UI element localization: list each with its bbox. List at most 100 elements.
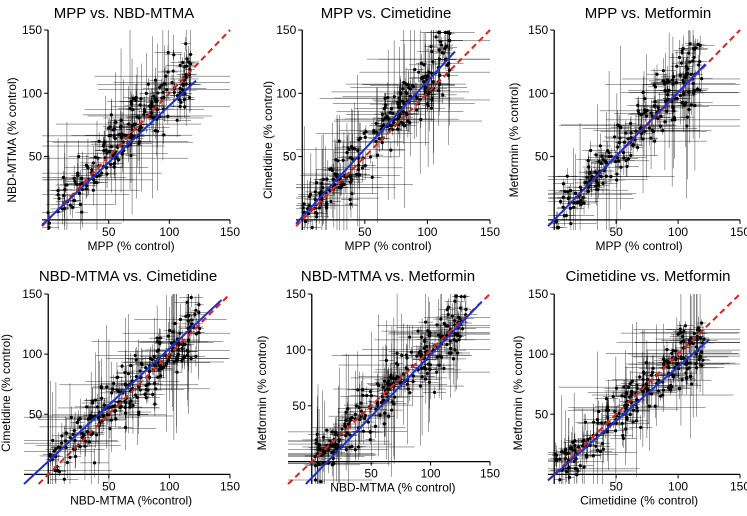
regression-line bbox=[41, 79, 197, 226]
data-point bbox=[613, 159, 618, 164]
panel-title: MPP vs. NBD-MTMA bbox=[54, 5, 195, 22]
data-point bbox=[666, 386, 671, 390]
x-tick-label: 100 bbox=[417, 225, 437, 239]
data-point bbox=[611, 394, 615, 399]
data-point bbox=[683, 74, 688, 79]
data-point bbox=[685, 115, 689, 119]
data-point bbox=[700, 77, 704, 81]
data-point bbox=[178, 317, 183, 322]
y-axis-label: Metformin (% control) bbox=[511, 336, 525, 451]
y-tick-label: 50 bbox=[283, 150, 297, 164]
data-point bbox=[615, 178, 619, 182]
data-point bbox=[144, 91, 148, 95]
data-point bbox=[697, 63, 701, 67]
x-tick-label: 100 bbox=[668, 479, 688, 493]
data-point bbox=[123, 411, 128, 415]
identity-line bbox=[41, 29, 231, 227]
data-point bbox=[417, 351, 421, 355]
data-point bbox=[80, 210, 84, 214]
data-point bbox=[334, 447, 338, 451]
data-point bbox=[653, 404, 657, 408]
y-tick-label: 50 bbox=[292, 399, 306, 413]
data-point bbox=[180, 88, 185, 92]
data-point bbox=[449, 346, 453, 351]
data-point bbox=[576, 469, 580, 473]
data-point bbox=[156, 348, 161, 352]
data-point bbox=[152, 94, 156, 98]
data-point bbox=[391, 111, 395, 115]
panel-5: NBD-MTMA vs. Metformin 50 100 150 50 100 150 NB… bbox=[255, 268, 500, 495]
data-point bbox=[558, 199, 563, 204]
data-point bbox=[405, 356, 409, 360]
data-point bbox=[363, 414, 367, 418]
data-point bbox=[148, 356, 153, 361]
panel-3: MPP vs. Metformin 50 100 150 50 100 150 MPP (% … bbox=[507, 5, 747, 253]
data-point bbox=[623, 403, 627, 407]
data-point bbox=[588, 170, 592, 174]
data-point bbox=[155, 107, 160, 112]
data-point bbox=[181, 357, 185, 361]
data-point bbox=[115, 375, 119, 380]
data-point bbox=[189, 295, 193, 300]
data-point bbox=[437, 57, 442, 61]
data-point bbox=[331, 443, 335, 447]
data-point bbox=[135, 395, 140, 400]
data-point bbox=[451, 357, 456, 361]
data-point bbox=[391, 121, 396, 125]
data-point bbox=[656, 106, 660, 110]
data-point bbox=[625, 415, 629, 420]
data-point bbox=[383, 106, 387, 110]
data-point bbox=[54, 447, 58, 451]
data-point bbox=[576, 445, 581, 449]
data-point bbox=[431, 60, 435, 64]
x-tick-label: 50 bbox=[358, 225, 372, 239]
data-point bbox=[644, 382, 649, 386]
panel-4: NBD-MTMA vs. Cimetidine 50 100 150 50 100 150 N… bbox=[0, 268, 240, 507]
data-point bbox=[666, 361, 671, 365]
identity-line bbox=[547, 293, 741, 482]
data-point bbox=[142, 112, 146, 117]
data-point bbox=[129, 363, 133, 368]
data-point bbox=[628, 395, 632, 399]
data-point bbox=[408, 391, 412, 395]
data-point bbox=[382, 422, 386, 426]
x-tick-label: 150 bbox=[730, 225, 747, 239]
data-point bbox=[143, 392, 147, 396]
data-point bbox=[102, 142, 106, 146]
data-point bbox=[184, 314, 188, 318]
data-point bbox=[93, 398, 98, 402]
data-point bbox=[629, 153, 633, 158]
data-point bbox=[380, 112, 385, 116]
data-point bbox=[652, 104, 656, 108]
data-point bbox=[617, 141, 621, 145]
data-point bbox=[404, 111, 408, 115]
data-point bbox=[109, 113, 113, 117]
data-point bbox=[313, 478, 318, 482]
data-point bbox=[598, 144, 602, 148]
data-point bbox=[445, 308, 449, 312]
data-point bbox=[454, 294, 458, 298]
y-tick-label: 50 bbox=[29, 150, 43, 164]
data-point bbox=[672, 374, 676, 378]
data-point bbox=[669, 385, 674, 389]
data-point bbox=[356, 388, 360, 392]
panel-title: MPP vs. Metformin bbox=[585, 5, 711, 22]
data-point bbox=[604, 161, 609, 165]
data-point bbox=[599, 161, 604, 166]
data-point bbox=[453, 299, 457, 303]
data-point bbox=[134, 358, 138, 362]
data-point bbox=[438, 334, 442, 338]
data-point bbox=[132, 122, 136, 126]
data-point bbox=[561, 205, 565, 209]
data-point bbox=[120, 364, 124, 368]
data-point bbox=[573, 191, 578, 195]
data-point bbox=[95, 181, 99, 185]
data-point bbox=[609, 154, 613, 158]
data-point bbox=[447, 61, 451, 66]
data-point bbox=[453, 348, 457, 352]
data-point bbox=[425, 371, 429, 376]
data-point bbox=[162, 133, 166, 137]
data-point bbox=[396, 363, 400, 367]
data-point bbox=[655, 72, 659, 76]
y-axis-label: Metformin (% control) bbox=[507, 83, 521, 198]
